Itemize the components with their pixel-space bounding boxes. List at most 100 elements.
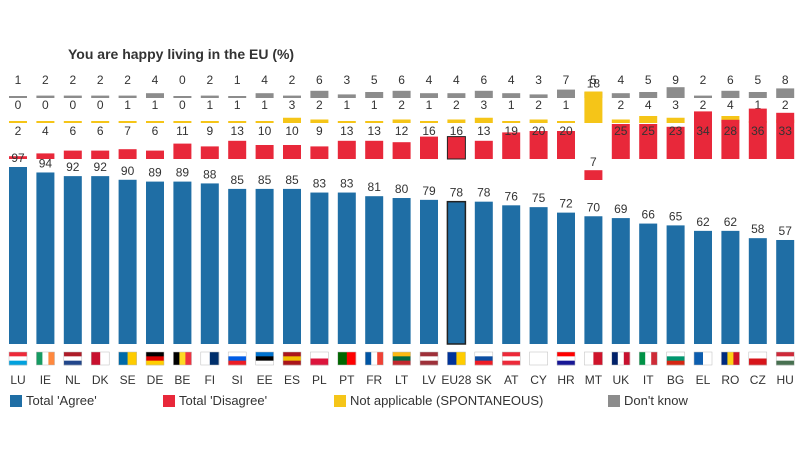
tick-label-hr: HR xyxy=(557,373,575,387)
label-agree-nl: 92 xyxy=(66,160,80,174)
legend: Total 'Agree' Total 'Disagree' Not appli… xyxy=(0,393,800,415)
label-agree-fi: 88 xyxy=(203,167,217,181)
tick-label-ee: EE xyxy=(257,373,273,387)
bar-not-applicable-it xyxy=(639,116,658,123)
flag-es-stripe-0 xyxy=(283,352,301,357)
label-dont-know-lt: 6 xyxy=(398,73,405,87)
label-dont-know-lu: 1 xyxy=(15,73,22,87)
bar-disagree-hr xyxy=(557,131,575,159)
tick-label-el: EL xyxy=(696,373,711,387)
legend-item-not-applicable: Not applicable (SPONTANEOUS) xyxy=(334,393,543,408)
tick-label-eu28: EU28 xyxy=(441,373,471,387)
label-agree-lt: 80 xyxy=(395,182,409,196)
flag-fi-stripe-1 xyxy=(209,352,220,365)
bar-dont-know-es xyxy=(283,95,301,98)
bar-dont-know-el xyxy=(694,95,712,98)
bar-dont-know-cy xyxy=(529,94,548,98)
tick-label-fr: FR xyxy=(366,373,382,387)
bar-agree-eu28 xyxy=(446,200,467,345)
label-disagree-ro: 28 xyxy=(724,124,738,138)
bar-disagree-es xyxy=(283,145,301,159)
flag-hu-stripe-2 xyxy=(776,360,795,366)
flag-dk-stripe-1 xyxy=(100,352,110,365)
bar-not-applicable-fr xyxy=(365,121,384,123)
bar-not-applicable-lt xyxy=(392,119,411,123)
flag-lv-border xyxy=(419,351,439,366)
flag-fr-stripe-0 xyxy=(365,352,372,365)
flag-ee-stripe-1 xyxy=(255,356,274,361)
label-dont-know-ee: 4 xyxy=(261,73,268,87)
bar-not-applicable-nl xyxy=(63,121,82,123)
tick-label-it: IT xyxy=(643,373,654,387)
bar-disagree-lu xyxy=(9,156,27,159)
bar-dont-know-fi xyxy=(200,95,219,98)
flag-ee-stripe-0 xyxy=(255,352,274,357)
label-agree-dk: 92 xyxy=(94,160,108,174)
bar-disagree-lt xyxy=(392,142,411,159)
label-disagree-lt: 12 xyxy=(395,124,409,138)
flag-fr-stripe-1 xyxy=(371,352,378,365)
bar-dont-know-dk xyxy=(91,95,110,98)
flag-be-border xyxy=(173,351,192,366)
bar-dont-know-it xyxy=(639,92,658,98)
label-agree-hr: 72 xyxy=(559,197,573,211)
flag-si-stripe-0 xyxy=(228,352,247,357)
bar-disagree-se xyxy=(118,149,137,159)
tick-label-uk: UK xyxy=(612,373,629,387)
label-dont-know-at: 4 xyxy=(508,73,515,87)
label-disagree-be: 11 xyxy=(176,124,189,138)
flag-si-border xyxy=(227,351,247,366)
label-dont-know-el: 2 xyxy=(700,73,707,87)
flag-es-stripe-2 xyxy=(283,360,301,366)
label-not-applicable-pt: 1 xyxy=(343,98,350,112)
bar-dont-know-sk xyxy=(474,90,493,98)
bar-not-applicable-be xyxy=(173,121,192,123)
tick-label-se: SE xyxy=(120,373,136,387)
label-not-applicable-it: 4 xyxy=(645,98,652,112)
bar-disagree-uk xyxy=(611,124,630,159)
bar-agree-bg xyxy=(666,225,685,344)
flag-cz-border xyxy=(748,351,768,366)
bar-dont-know-ie xyxy=(36,95,55,98)
flag-hu-stripe-1 xyxy=(776,356,795,361)
label-agree-it: 66 xyxy=(642,208,656,222)
tick-label-de: DE xyxy=(147,373,164,387)
bar-agree-hr xyxy=(557,212,575,344)
label-agree-hu: 57 xyxy=(779,224,793,238)
legend-swatch-dont-know xyxy=(608,394,620,407)
flag-nl-stripe-1 xyxy=(63,356,82,361)
label-disagree-lu: 2 xyxy=(15,124,22,138)
bar-not-applicable-de xyxy=(146,121,164,123)
flag-fi-stripe-0 xyxy=(200,352,211,365)
bar-disagree-pl xyxy=(310,146,329,159)
label-dont-know-fr: 5 xyxy=(371,73,378,87)
tick-label-mt: MT xyxy=(585,373,603,387)
flag-de-border xyxy=(145,351,165,366)
bar-dont-know-uk xyxy=(611,93,630,98)
label-not-applicable-lu: 0 xyxy=(15,98,22,112)
label-agree-de: 89 xyxy=(148,166,162,180)
label-disagree-it: 25 xyxy=(642,124,656,138)
bar-dont-know-hr xyxy=(557,89,575,98)
bar-disagree-fr xyxy=(365,140,384,159)
label-disagree-el: 34 xyxy=(696,124,710,138)
bar-disagree-lv xyxy=(420,136,438,159)
label-disagree-es: 10 xyxy=(285,124,299,138)
flag-bg-stripe-1 xyxy=(666,356,685,361)
bar-agree-es xyxy=(283,188,301,344)
label-disagree-sk: 13 xyxy=(477,124,491,138)
flag-at-border xyxy=(501,351,521,366)
bar-dont-know-si xyxy=(228,96,247,98)
flag-lt-stripe-2 xyxy=(392,360,411,366)
label-dont-know-cz: 5 xyxy=(754,73,761,87)
label-not-applicable-fi: 1 xyxy=(206,98,213,112)
label-dont-know-ro: 6 xyxy=(727,73,734,87)
flag-de-stripe-2 xyxy=(146,360,164,366)
bar-dont-know-ee xyxy=(255,93,274,98)
label-dont-know-dk: 2 xyxy=(97,73,104,87)
bar-not-applicable-uk xyxy=(611,119,630,123)
flag-sk-stripe-0 xyxy=(474,352,493,357)
label-dont-know-de: 4 xyxy=(152,73,159,87)
bar-agree-dk xyxy=(91,176,110,344)
flag-be-stripe-0 xyxy=(173,352,180,365)
